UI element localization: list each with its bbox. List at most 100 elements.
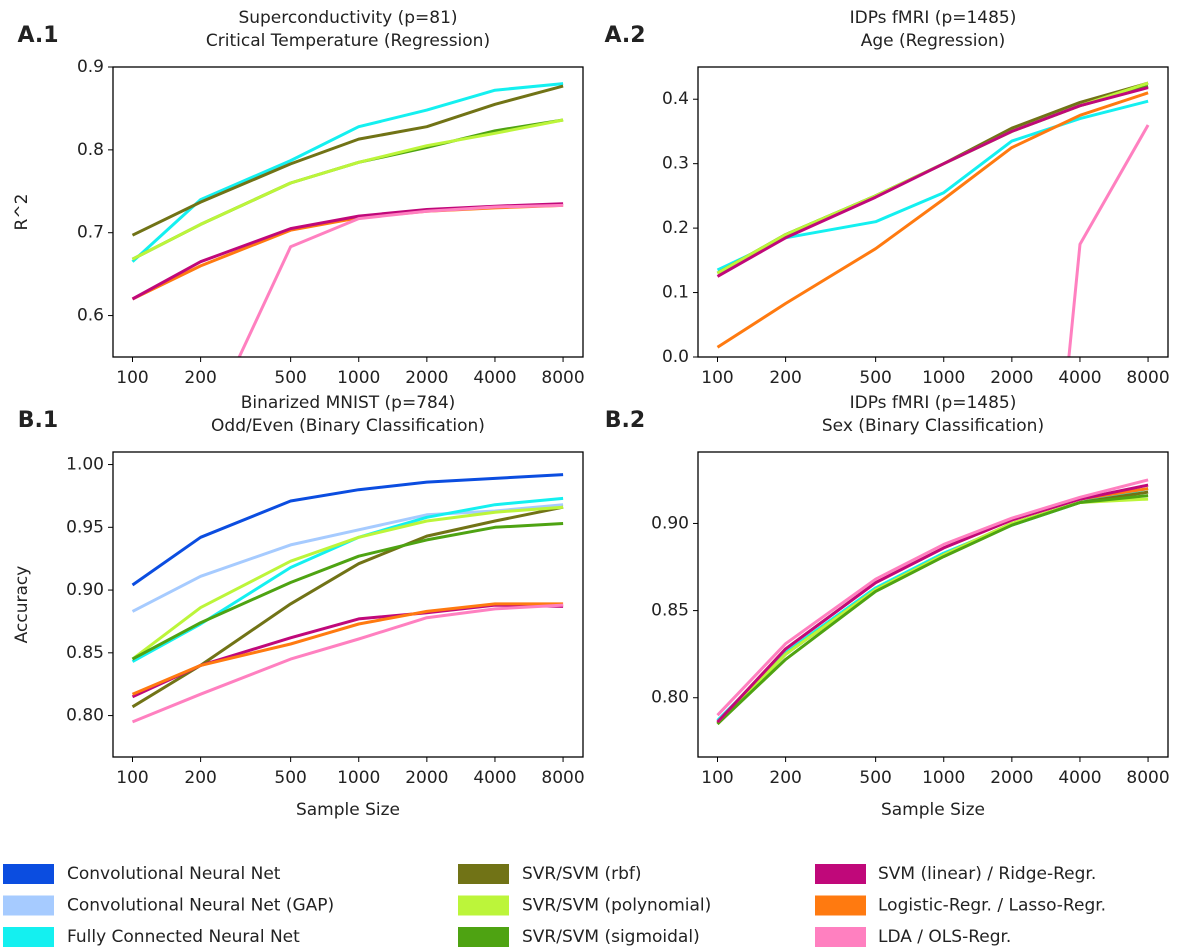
- legend-swatch: [458, 864, 509, 884]
- x-tick-label: 500: [859, 368, 891, 388]
- y-tick-label: 0.2: [662, 218, 689, 238]
- series-line: [716, 91, 1149, 349]
- x-tick-label: 8000: [541, 768, 584, 788]
- x-tick-label: 100: [116, 368, 148, 388]
- series-line: [716, 478, 1149, 717]
- x-tick-label: 1000: [337, 768, 380, 788]
- plot-area: [131, 82, 564, 357]
- x-tick-label: 100: [701, 368, 733, 388]
- series-line: [131, 522, 564, 661]
- y-tick-label: 0.9: [77, 57, 104, 77]
- legend-label: SVM (linear) / Ridge-Regr.: [878, 864, 1096, 884]
- x-tick-label: 4000: [1058, 368, 1101, 388]
- x-tick-label: 1000: [337, 368, 380, 388]
- axes-frame: [697, 66, 1169, 358]
- y-tick-label: 0.80: [66, 706, 104, 726]
- legend-swatch: [458, 927, 509, 947]
- series-line: [131, 602, 564, 696]
- x-tick-label: 4000: [473, 768, 516, 788]
- y-tick-label: 0.4: [662, 89, 689, 109]
- y-tick-label: 1.00: [66, 455, 104, 475]
- x-tick-label: 200: [769, 768, 801, 788]
- y-tick-label: 0.90: [66, 580, 104, 600]
- series-line: [716, 487, 1149, 724]
- legend-label: SVR/SVM (sigmoidal): [522, 927, 700, 947]
- series-line: [131, 496, 564, 663]
- y-tick-label: 0.80: [651, 688, 689, 708]
- y-tick-label: 0.1: [662, 283, 689, 303]
- y-tick-label: 0.0: [662, 347, 689, 367]
- series-line: [131, 118, 564, 261]
- y-axis-label: R^2: [12, 194, 32, 231]
- x-tick-label: 4000: [1058, 768, 1101, 788]
- series-line: [131, 82, 564, 263]
- series-line: [131, 84, 564, 237]
- y-tick-label: 0.8: [77, 140, 104, 160]
- x-tick-label: 2000: [405, 768, 448, 788]
- chart-title: IDPs fMRI (p=1485): [850, 8, 1017, 28]
- x-tick-label: 500: [274, 368, 306, 388]
- x-tick-label: 1000: [922, 368, 965, 388]
- x-tick-label: 4000: [473, 368, 516, 388]
- plot-area: [716, 81, 1150, 357]
- series-line: [131, 603, 564, 724]
- x-tick-label: 200: [769, 368, 801, 388]
- series-line: [131, 505, 564, 661]
- plot-area: [716, 478, 1149, 725]
- series-line: [716, 86, 1149, 278]
- panel-label: A.1: [17, 23, 58, 48]
- legend-swatch: [815, 927, 866, 947]
- y-tick-label: 0.7: [77, 223, 104, 243]
- legend-swatch: [3, 864, 54, 884]
- panel-label: A.2: [604, 23, 645, 48]
- series-line: [237, 203, 564, 357]
- chart-subtitle: Odd/Even (Binary Classification): [211, 416, 485, 436]
- legend-label: Logistic-Regr. / Lasso-Regr.: [878, 896, 1106, 916]
- x-tick-label: 500: [274, 768, 306, 788]
- chart-title: IDPs fMRI (p=1485): [850, 393, 1017, 413]
- chart-title: Binarized MNIST (p=784): [241, 393, 456, 413]
- x-tick-label: 200: [184, 368, 216, 388]
- axes-frame: [112, 451, 584, 758]
- legend-swatch: [458, 895, 509, 916]
- panel-label: B.2: [605, 408, 645, 433]
- series-line: [131, 505, 564, 709]
- series-line: [716, 483, 1149, 724]
- series-line: [716, 487, 1149, 722]
- series-line: [716, 494, 1149, 725]
- legend-swatch: [3, 895, 54, 916]
- x-axis-label: Sample Size: [296, 800, 400, 820]
- x-tick-label: 8000: [1126, 368, 1169, 388]
- x-axis-label: Sample Size: [881, 800, 985, 820]
- x-tick-label: 1000: [922, 768, 965, 788]
- y-axis-label: Accuracy: [12, 566, 32, 644]
- chart-subtitle: Critical Temperature (Regression): [206, 31, 490, 51]
- legend-swatch: [815, 895, 866, 916]
- legend-swatch: [815, 864, 866, 884]
- y-tick-label: 0.3: [662, 154, 689, 174]
- series-line: [716, 497, 1149, 725]
- legend-label: SVR/SVM (rbf): [522, 864, 641, 884]
- axes-frame: [697, 451, 1169, 758]
- x-tick-label: 100: [701, 768, 733, 788]
- legend-swatch: [3, 927, 54, 947]
- x-tick-label: 200: [184, 768, 216, 788]
- series-line: [716, 81, 1149, 275]
- chart-title: Superconductivity (p=81): [238, 8, 457, 28]
- series-line: [131, 603, 564, 699]
- chart-subtitle: Age (Regression): [861, 31, 1006, 51]
- axes-frame: [112, 66, 584, 358]
- plot-area: [131, 473, 564, 724]
- y-tick-label: 0.85: [66, 643, 104, 663]
- y-tick-label: 0.85: [651, 601, 689, 621]
- x-tick-label: 8000: [541, 368, 584, 388]
- panel-label: B.1: [18, 408, 58, 433]
- x-tick-label: 2000: [990, 368, 1033, 388]
- legend-label: SVR/SVM (polynomial): [522, 896, 711, 916]
- series-line: [131, 118, 564, 261]
- series-line: [131, 473, 564, 587]
- series-line: [131, 202, 564, 301]
- legend-label: LDA / OLS-Regr.: [878, 927, 1011, 947]
- series-line: [716, 99, 1149, 272]
